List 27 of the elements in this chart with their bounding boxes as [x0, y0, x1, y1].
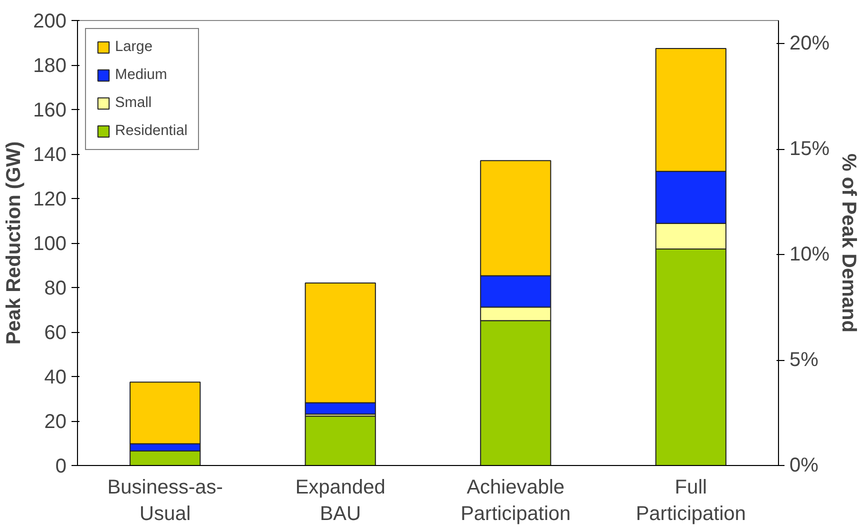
y-tick-label: 160: [33, 100, 67, 122]
x-tick-label: Expanded BAU: [295, 476, 386, 525]
y-tick-label: 120: [33, 188, 67, 210]
y-axis-title: Peak Reduction (GW): [3, 141, 26, 345]
legend-label: Small: [115, 95, 152, 111]
y2-axis-title: % of Peak Demand: [838, 154, 860, 332]
y-tick-label: 80: [44, 278, 67, 300]
legend-label: Residential: [115, 123, 188, 139]
y-tick-label: 0: [55, 456, 66, 478]
y-tick-label: 20: [44, 411, 67, 433]
y2-tick-label: 5%: [790, 349, 819, 372]
y-tick-label: 60: [44, 322, 67, 344]
bar: [304, 416, 376, 466]
legend-label: Large: [115, 39, 152, 55]
y-tick-label: 100: [33, 233, 67, 255]
y-tick-label: 140: [33, 144, 67, 166]
x-tick-label: Business-as-Usual: [107, 476, 223, 525]
y2-tick-label: 10%: [790, 244, 830, 266]
y2-tick-label: 20%: [790, 32, 830, 55]
y-tick-label: 40: [44, 366, 67, 388]
y-tick-label: 180: [33, 55, 67, 77]
y-tick-label: 200: [33, 10, 67, 32]
legend-label: Medium: [115, 67, 168, 83]
y2-tick-label: 15%: [790, 138, 830, 160]
x-tick-label: Full Participation: [636, 476, 746, 525]
x-tick-label: Achievable Participation: [460, 476, 571, 525]
y2-tick-label: 0%: [790, 454, 819, 476]
